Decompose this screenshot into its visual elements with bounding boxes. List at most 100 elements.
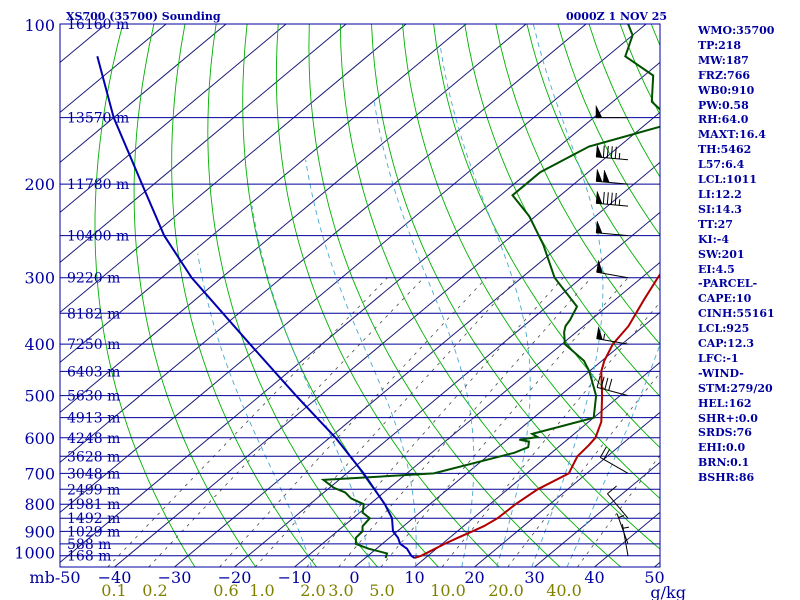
temperature-tick-label: mb-50 [29, 568, 80, 587]
moist-adiabat-line [251, 206, 370, 567]
isotherm-line [60, 24, 347, 264]
index-item: SW:201 [698, 247, 745, 261]
index-item: LCL:1011 [698, 173, 757, 187]
index-item: TT:27 [698, 217, 733, 231]
index-item: TH:5462 [698, 143, 752, 157]
mixing-ratio-label: 3.0 [328, 581, 353, 600]
index-item: L57:6.4 [698, 158, 745, 172]
mixing-ratio-label: 10.0 [430, 581, 466, 600]
mixing-ratio-label: 20.0 [488, 581, 524, 600]
index-item: LFC:-1 [698, 351, 739, 365]
dewpoint-profile [320, 24, 660, 559]
isotherm-line [60, 24, 407, 314]
pressure-tick-label: 500 [24, 387, 55, 406]
index-item: CINH:55161 [698, 307, 775, 321]
height-label: 8182 m [67, 306, 120, 322]
height-label: 1029 m [67, 524, 120, 540]
mixing-ratio-label: 0.1 [101, 581, 126, 600]
pressure-tick-label: 900 [24, 522, 55, 541]
axis-labels: 16160 m 13570 m 11780 m 10400 m 9220 m 8182 m… [14, 16, 686, 600]
isotherm-line [534, 461, 660, 567]
pressure-tick-label: 1000 [14, 544, 55, 563]
index-item: EHI:0.0 [698, 441, 746, 455]
temperature-tick-label: 40 [584, 568, 604, 587]
index-item: LCL:925 [698, 322, 750, 336]
temperature-tick-label: −10 [278, 568, 312, 587]
wind-barb [596, 375, 629, 397]
isotherm-line [354, 311, 660, 567]
index-item: MW:187 [698, 53, 749, 67]
mixing-ratio-line [148, 277, 425, 567]
mixing-ratio-label: 0.6 [213, 581, 238, 600]
wind-barb [595, 191, 629, 207]
mixing-ratio-line [380, 277, 629, 567]
index-item: LI:12.2 [698, 187, 742, 201]
wind-barb [595, 144, 629, 161]
dry-adiabat-line [171, 24, 317, 567]
dry-adiabat-line [207, 24, 378, 567]
mixing-ratio-line [306, 277, 564, 567]
index-item: FRZ:766 [698, 68, 751, 82]
isobars [60, 23, 660, 557]
dry-adiabat-line [433, 24, 660, 449]
parcel-path [96, 56, 415, 559]
index-item: CAPE:10 [698, 292, 752, 306]
height-label: 7250 m [67, 337, 120, 353]
isotherm-line [234, 211, 660, 567]
moist-adiabat-line [531, 24, 604, 567]
chart-datetime: 0000Z 1 NOV 25 [566, 10, 667, 23]
height-label: 3048 m [67, 466, 120, 482]
isotherm-line [114, 111, 660, 567]
index-item: EI:4.5 [698, 262, 735, 276]
index-item: SHR+:0.0 [698, 411, 758, 425]
index-item: RH:64.0 [698, 113, 749, 127]
background-lines [60, 24, 660, 567]
dry-adiabat-line [242, 24, 439, 567]
pressure-tick-label: 400 [24, 335, 55, 354]
isotherm-line [60, 24, 647, 514]
height-label: 13570 m [67, 111, 129, 127]
mixing-ratio-unit: g/kg [650, 583, 686, 600]
index-item: HEL:162 [698, 396, 752, 410]
index-item: SI:14.3 [698, 202, 742, 216]
dry-adiabat-line [495, 24, 660, 345]
moist-adiabat-line [197, 253, 313, 567]
mixing-ratio-line [507, 372, 660, 567]
height-label: 588 m [67, 537, 111, 553]
chart-title: XS700 (35700) Sounding [66, 10, 221, 23]
temperature-tick-label: −30 [158, 568, 192, 587]
wind-barb [595, 220, 629, 237]
dry-adiabat-line [275, 24, 500, 567]
mixing-ratio-label: 0.2 [142, 581, 167, 600]
wind-barb [596, 326, 629, 345]
temperature-tick-label: −20 [218, 568, 252, 587]
isotherm-line [60, 24, 587, 464]
isotherm-line [60, 24, 467, 364]
temperature-tick-label: −40 [98, 568, 132, 587]
mixing-ratio-line [338, 277, 592, 567]
pressure-tick-label: 700 [24, 464, 55, 483]
moist-adiabat-line [373, 101, 475, 567]
mixing-ratio-label: 5.0 [369, 581, 394, 600]
sounding-profiles [96, 24, 660, 559]
index-item: -PARCEL- [698, 277, 758, 291]
height-label: 4248 m [67, 431, 120, 447]
height-label: 1492 m [67, 511, 120, 527]
pressure-tick-label: 100 [24, 16, 55, 35]
index-item: MAXT:16.4 [698, 128, 766, 142]
mixing-ratio-label: 2.0 [300, 581, 325, 600]
index-item: KI:-4 [698, 232, 729, 246]
index-item: TP:218 [698, 38, 742, 52]
mixing-ratio-line [219, 277, 487, 567]
dry-adiabat-line [402, 24, 660, 500]
dry-adiabat-line [94, 24, 196, 567]
height-label: 16160 m [67, 17, 129, 33]
height-label: 11780 m [67, 177, 129, 193]
temperature-tick-label: 0 [349, 568, 359, 587]
moist-adiabat-line [439, 45, 531, 567]
wind-barb [607, 485, 629, 519]
mixing-ratio-label: 40.0 [546, 581, 582, 600]
indices-panel: WMO:35700 TP:218 MW:187 FRZ:766 WB0:910 PW:0.… [698, 24, 798, 486]
temperature-tick-label: 20 [464, 568, 484, 587]
height-label: 2499 m [67, 482, 120, 498]
